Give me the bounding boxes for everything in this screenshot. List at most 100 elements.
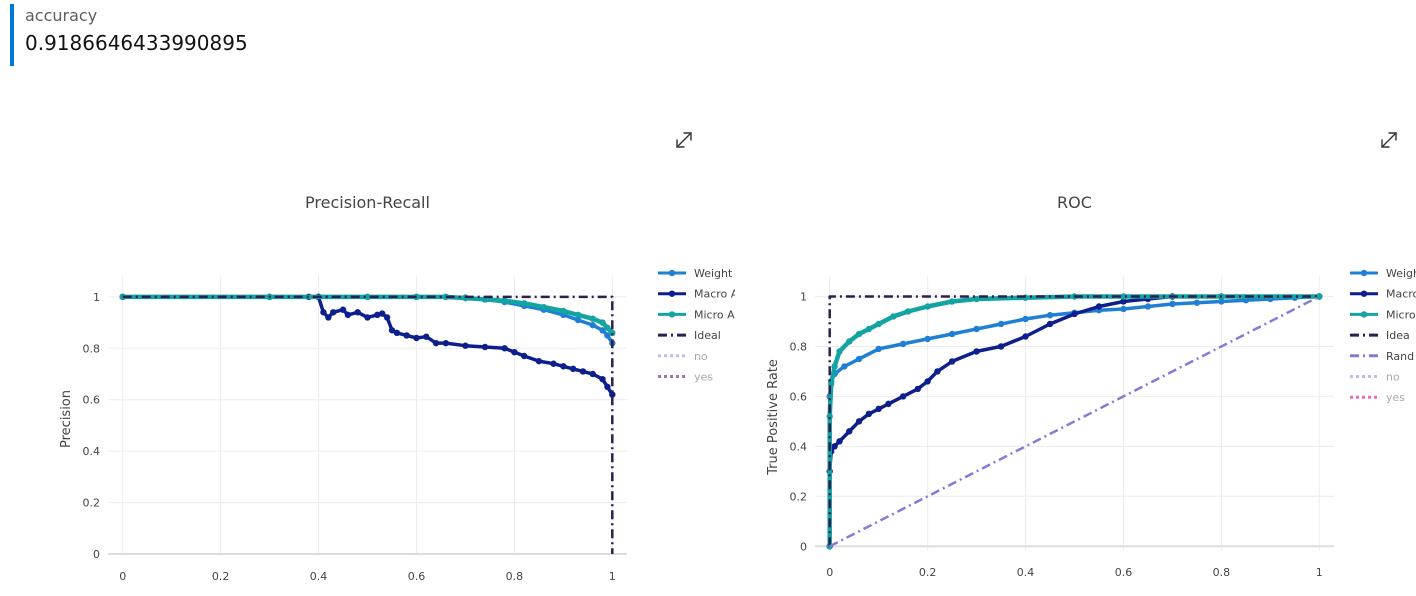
roc-legend-label-weighted: Weigh: [1386, 267, 1416, 280]
precision-recall-series-point-weighted: [604, 332, 611, 339]
precision-recall-legend-marker-weighted: [668, 269, 676, 277]
precision-recall-xtick-label: 0.6: [408, 570, 426, 583]
roc-series-point-micro: [948, 298, 956, 305]
precision-recall-ytick-label: 0.2: [83, 497, 101, 510]
precision-recall-legend-marker-micro: [668, 311, 676, 318]
precision-recall-series-point-macro: [374, 311, 381, 319]
roc-series-point-micro: [890, 313, 897, 320]
precision-recall-series-point-macro: [344, 311, 352, 319]
roc-series-point-macro: [846, 428, 853, 435]
roc-series-point-weighted: [1169, 300, 1176, 308]
roc-series-point-micro: [924, 303, 931, 310]
precision-recall-series-point-micro: [589, 315, 596, 322]
roc-series-point-weighted: [1022, 315, 1029, 323]
roc-ytick-label: 0.8: [790, 340, 808, 353]
precision-recall-series-point-micro: [560, 307, 567, 315]
expand-arrows-icon: [1381, 132, 1397, 148]
roc-series-point-macro: [924, 378, 931, 385]
precision-recall-series-point-macro: [325, 314, 332, 321]
precision-recall-series-line-macro: [122, 295, 614, 396]
roc-series-point-macro: [855, 418, 863, 425]
precision-recall-series-point-macro: [378, 310, 386, 317]
roc-series-point-weighted: [924, 335, 931, 343]
metric-value: 0.9186646433990895: [25, 31, 248, 55]
roc-legend-label-macro: Macro: [1386, 288, 1416, 301]
roc-series-point-macro: [948, 358, 956, 365]
metric-name: accuracy: [25, 6, 98, 25]
roc-series-point-weighted: [875, 345, 882, 353]
precision-recall-series-point-micro: [119, 293, 126, 301]
roc-series-point-macro: [831, 443, 838, 450]
expand-chart-button-precision-recall[interactable]: [673, 129, 695, 151]
precision-recall-xtick-label: 0.4: [310, 570, 328, 583]
precision-recall-series-group: [119, 293, 616, 554]
roc-series-point-micro: [1316, 293, 1323, 300]
precision-recall-series-point-macro: [442, 339, 450, 347]
roc-series-point-weighted: [1193, 299, 1201, 306]
roc-ytick-label: 0.4: [790, 440, 808, 453]
roc-series-point-macro: [1095, 303, 1103, 310]
roc-xtick-label: 0.4: [1017, 566, 1035, 579]
roc-legend-label-micro: Micro: [1386, 308, 1416, 321]
roc-ytick-label: 0: [800, 540, 807, 553]
roc-series-point-macro: [1120, 298, 1127, 305]
roc-series-point-weighted: [899, 340, 907, 348]
roc-xtick-label: 0: [826, 566, 833, 579]
precision-recall-series-point-macro: [320, 309, 327, 316]
precision-recall-ytick-label: 1: [93, 291, 100, 304]
precision-recall-series-point-macro: [589, 370, 596, 378]
roc-series-line-random: [829, 295, 1320, 548]
precision-recall-series-point-macro: [364, 314, 371, 321]
roc-series-point-weighted: [973, 325, 980, 333]
roc-series-point-micro: [846, 338, 853, 345]
roc-series-point-macro: [934, 368, 941, 375]
expand-chart-button-roc[interactable]: [1378, 129, 1400, 151]
roc-series-point-weighted: [841, 363, 848, 370]
roc-series-point-weighted: [855, 355, 863, 363]
expand-arrows-icon: [676, 132, 692, 148]
precision-recall-series-point-macro: [501, 345, 508, 352]
roc-series-point-macro: [997, 343, 1005, 350]
precision-recall-series-point-macro: [393, 329, 401, 337]
precision-recall-title: Precision-Recall: [305, 193, 430, 212]
roc-series-point-weighted: [1120, 305, 1127, 313]
precision-recall-ytick-label: 0.8: [83, 342, 101, 355]
precision-recall-series-point-macro: [462, 342, 469, 349]
precision-recall-ytick-label: 0: [93, 548, 100, 561]
roc-legend-marker-macro: [1360, 290, 1368, 297]
roc-series-point-weighted: [948, 330, 956, 338]
roc-legend-label-random: Rand: [1386, 350, 1414, 363]
precision-recall-series-point-micro: [599, 319, 606, 326]
roc-series-point-macro: [875, 405, 882, 413]
roc-title: ROC: [1057, 193, 1092, 212]
precision-recall-series-point-micro: [609, 329, 616, 337]
precision-recall-series-point-macro: [579, 368, 587, 375]
precision-recall-series-point-micro: [520, 300, 528, 307]
roc-series-point-weighted: [997, 320, 1005, 328]
roc-series-point-macro: [899, 393, 907, 400]
precision-recall-legend-label-macro: Macro A: [694, 288, 735, 301]
precision-recall-series-point-macro: [520, 352, 528, 360]
roc-series-point-weighted: [1218, 298, 1225, 305]
precision-recall-series-line-ideal: [122, 295, 614, 554]
precision-recall-series-point-micro: [364, 293, 371, 301]
roc-series-line-ideal: [828, 295, 1320, 547]
roc-series-point-weighted: [1046, 312, 1054, 319]
precision-recall-legend-label-micro: Micro A: [694, 308, 735, 321]
roc-xtick-label: 0.8: [1213, 566, 1231, 579]
roc-ytick-label: 1: [800, 290, 807, 303]
precision-recall-series-point-macro: [535, 357, 543, 365]
precision-recall-series-point-macro: [550, 360, 557, 367]
roc-series-point-micro: [831, 363, 838, 370]
precision-recall-series-point-macro: [354, 309, 361, 316]
precision-recall-xtick-label: 1: [609, 570, 616, 583]
precision-recall-series-point-macro: [599, 375, 606, 383]
roc-series-point-macro: [1071, 310, 1078, 318]
precision-recall-legend-label-no: no: [694, 350, 708, 363]
precision-recall-series-point-micro: [540, 303, 547, 311]
precision-recall-legend-marker-macro: [668, 290, 676, 297]
precision-recall-series-point-macro: [560, 363, 567, 370]
precision-recall-legend-label-ideal: Ideal: [694, 329, 721, 342]
roc-series-point-micro: [1120, 293, 1127, 300]
precision-recall-xtick-label: 0.2: [212, 570, 230, 583]
